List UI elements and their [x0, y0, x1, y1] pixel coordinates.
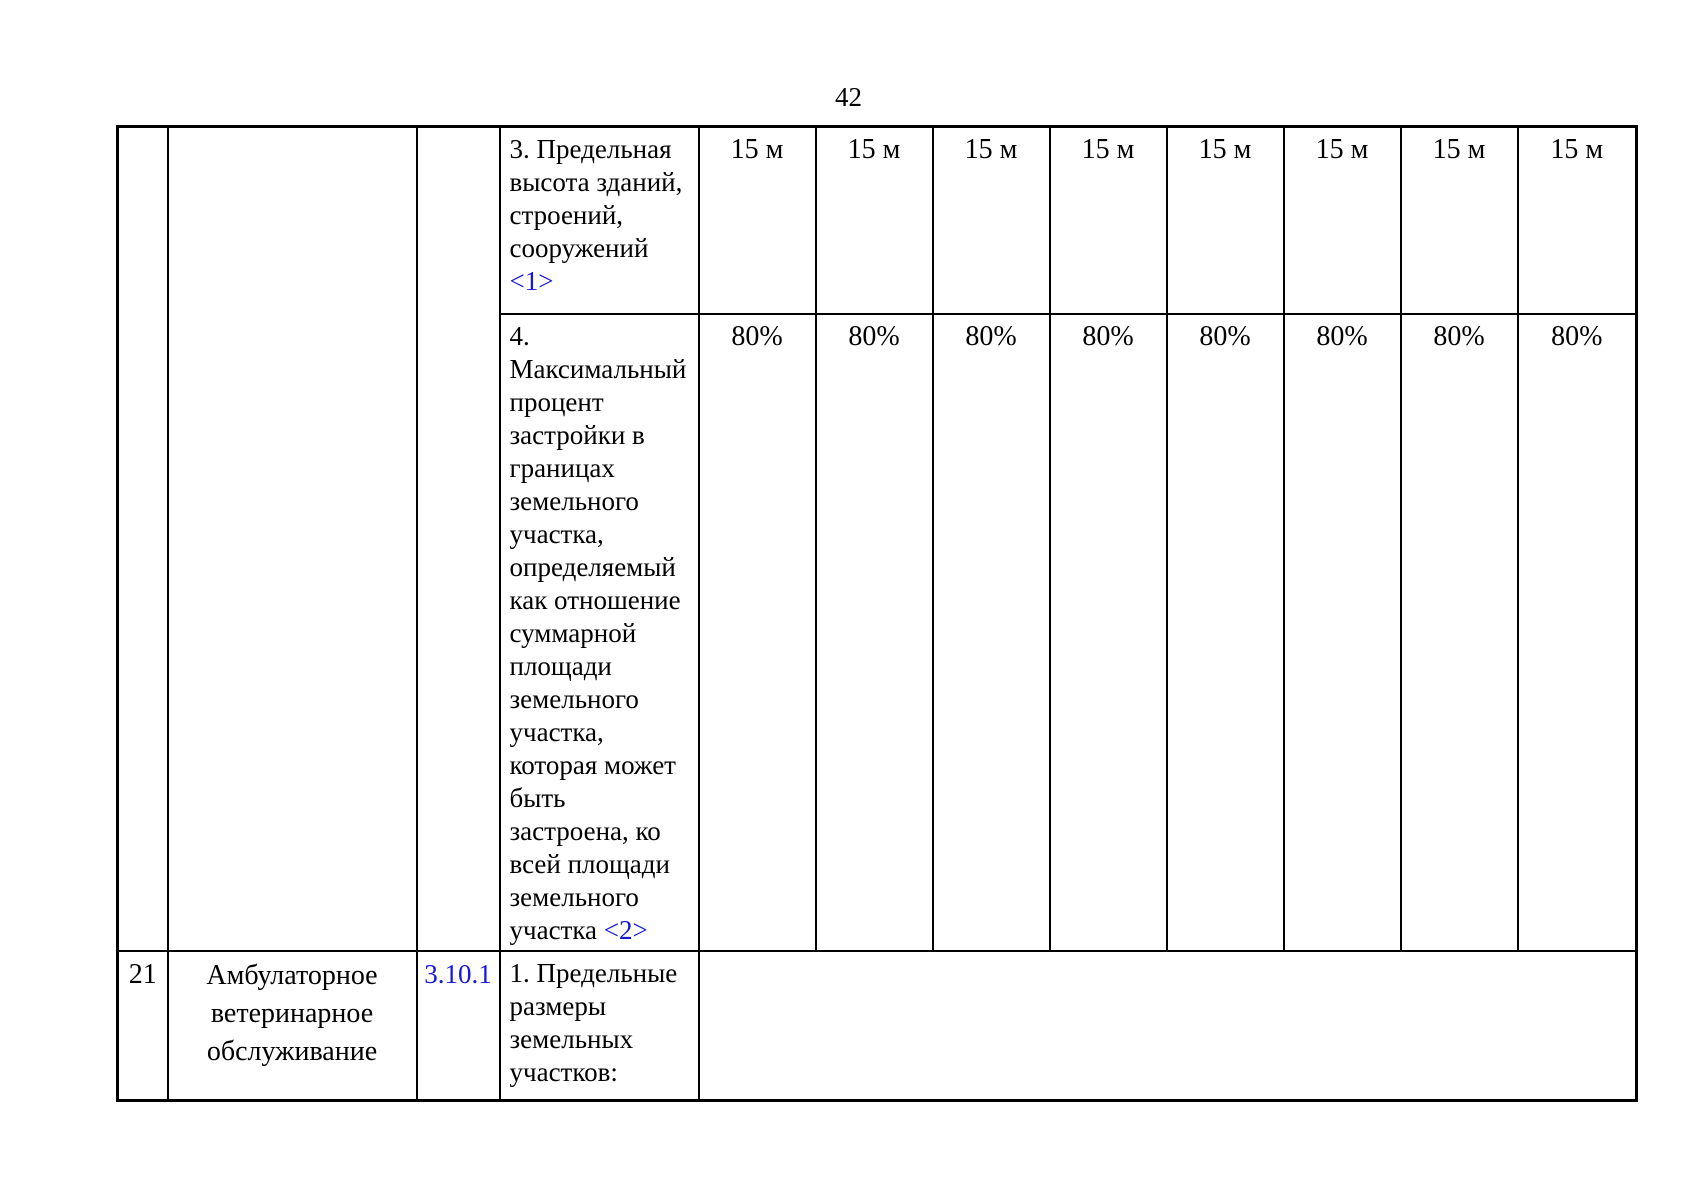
cell-parameter-max-height: 3. Предельная высота зданий, строений, с… — [498, 125, 700, 315]
value-cell: 15 м — [1516, 125, 1638, 315]
value-cell: 80% — [814, 312, 934, 952]
value-cell: 80% — [697, 312, 817, 952]
land-use-regulations-table: 3. Предельная высота зданий, строений, с… — [116, 125, 1638, 1102]
cell-row-number-empty — [116, 125, 169, 952]
cell-values-merged-empty — [697, 949, 1638, 1102]
page-number: 42 — [835, 82, 862, 112]
cell-parameter-plot-size: 1. Предельные размеры земельных участков… — [498, 949, 700, 1102]
table-row-21: 21 Амбулаторное ветеринарное обслуживани… — [116, 949, 1638, 1102]
cell-row-number: 21 — [116, 949, 169, 1102]
value-cell: 80% — [1516, 312, 1638, 952]
table-row-max-building-coverage: 4. Максимальный процент застройки в гран… — [118, 312, 1638, 952]
value-cell: 80% — [931, 312, 1051, 952]
value-cell: 15 м — [1048, 125, 1168, 315]
cell-code-empty — [415, 125, 501, 952]
value-cell: 15 м — [931, 125, 1051, 315]
footnote-link-2[interactable]: <2> — [603, 914, 648, 945]
value-cell: 15 м — [697, 125, 817, 315]
value-cell: 15 м — [1282, 125, 1402, 315]
value-cell: 15 м — [1399, 125, 1519, 315]
value-cell: 15 м — [1165, 125, 1285, 315]
cell-code: 3.10.1 — [415, 949, 501, 1102]
value-cell: 80% — [1399, 312, 1519, 952]
value-cell: 80% — [1048, 312, 1168, 952]
value-cell: 80% — [1282, 312, 1402, 952]
cell-use-name: Амбулаторное ветеринарное обслуживание — [166, 949, 418, 1102]
cell-parameter-coverage: 4. Максимальный процент застройки в гран… — [498, 312, 700, 952]
table-row-max-height: 3. Предельная высота зданий, строений, с… — [116, 125, 1638, 952]
footnote-link-1[interactable]: <1> — [509, 266, 554, 296]
parameter-text: 3. Предельная высота зданий, строений, с… — [509, 134, 683, 263]
code-link[interactable]: 3.10.1 — [424, 958, 492, 989]
value-cell: 15 м — [814, 125, 934, 315]
parameter-text: 4. Максимальный процент застройки в гран… — [509, 320, 687, 945]
cell-use-name-empty — [166, 125, 418, 952]
value-cell: 80% — [1165, 312, 1285, 952]
